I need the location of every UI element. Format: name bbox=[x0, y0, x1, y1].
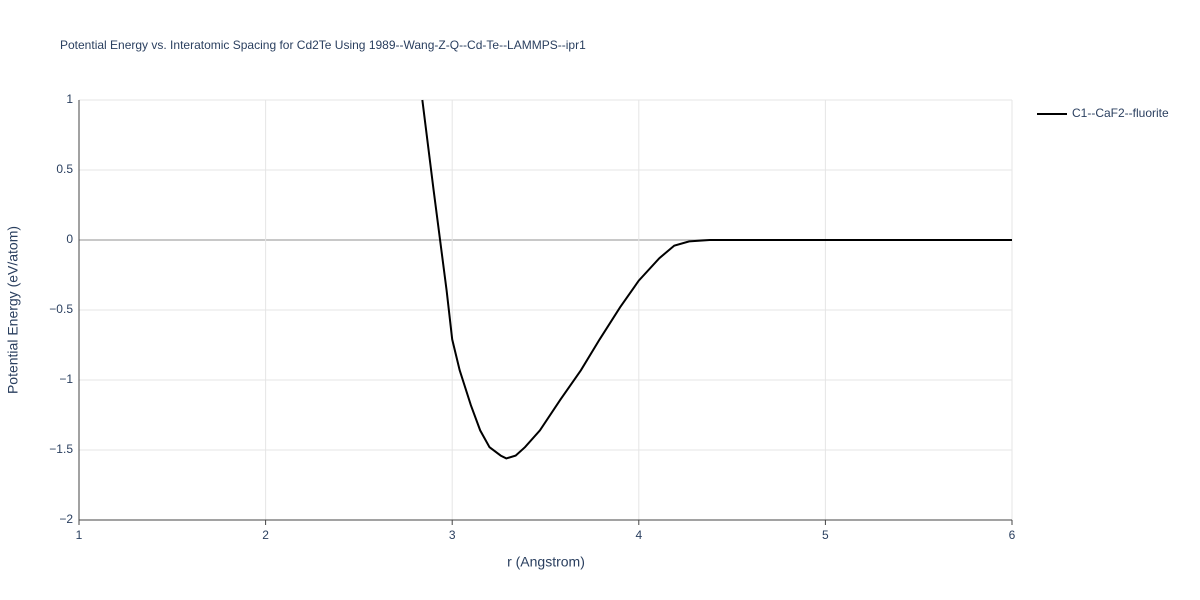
y-tick-label: 1 bbox=[66, 92, 73, 106]
x-axis-title: r (Angstrom) bbox=[507, 554, 585, 570]
data-line bbox=[421, 99, 1012, 460]
y-tick-label: −1.5 bbox=[49, 442, 73, 456]
x-tick-label: 3 bbox=[449, 528, 456, 542]
y-axis-title: Potential Energy (eV/atom) bbox=[5, 226, 21, 394]
x-tick-label: 1 bbox=[76, 528, 83, 542]
chart-title: Potential Energy vs. Interatomic Spacing… bbox=[60, 38, 586, 52]
x-tick-label: 2 bbox=[262, 528, 269, 542]
x-tick-label: 4 bbox=[635, 528, 642, 542]
y-tick-label: −2 bbox=[59, 512, 73, 526]
x-tick-label: 6 bbox=[1009, 528, 1016, 542]
y-tick-label: −1 bbox=[59, 372, 73, 386]
y-tick-label: 0.5 bbox=[56, 162, 73, 176]
y-tick-label: 0 bbox=[66, 232, 73, 246]
legend-label: C1--CaF2--fluorite bbox=[1072, 106, 1169, 120]
y-tick-label: −0.5 bbox=[49, 302, 73, 316]
x-tick-label: 5 bbox=[822, 528, 829, 542]
